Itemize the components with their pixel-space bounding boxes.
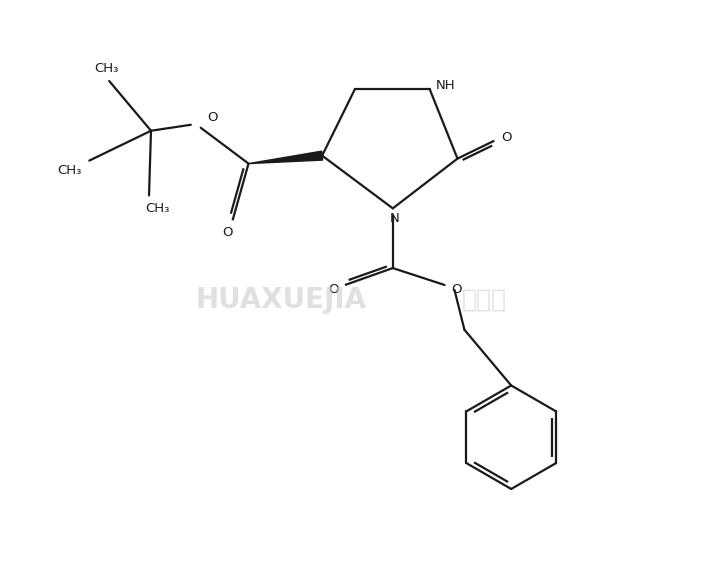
Text: O: O bbox=[501, 131, 512, 144]
Text: O: O bbox=[207, 111, 218, 124]
Text: CH₃: CH₃ bbox=[57, 164, 82, 177]
Polygon shape bbox=[249, 151, 323, 164]
Text: O: O bbox=[328, 283, 338, 297]
Text: NH: NH bbox=[436, 79, 455, 92]
Text: CH₃: CH₃ bbox=[94, 61, 118, 74]
Text: N: N bbox=[390, 212, 400, 225]
Text: HUAXUEJIA: HUAXUEJIA bbox=[196, 286, 367, 314]
Text: CH₃: CH₃ bbox=[145, 202, 169, 215]
Text: O: O bbox=[222, 226, 233, 239]
Text: O: O bbox=[451, 283, 462, 297]
Text: 化学加: 化学加 bbox=[462, 288, 506, 312]
